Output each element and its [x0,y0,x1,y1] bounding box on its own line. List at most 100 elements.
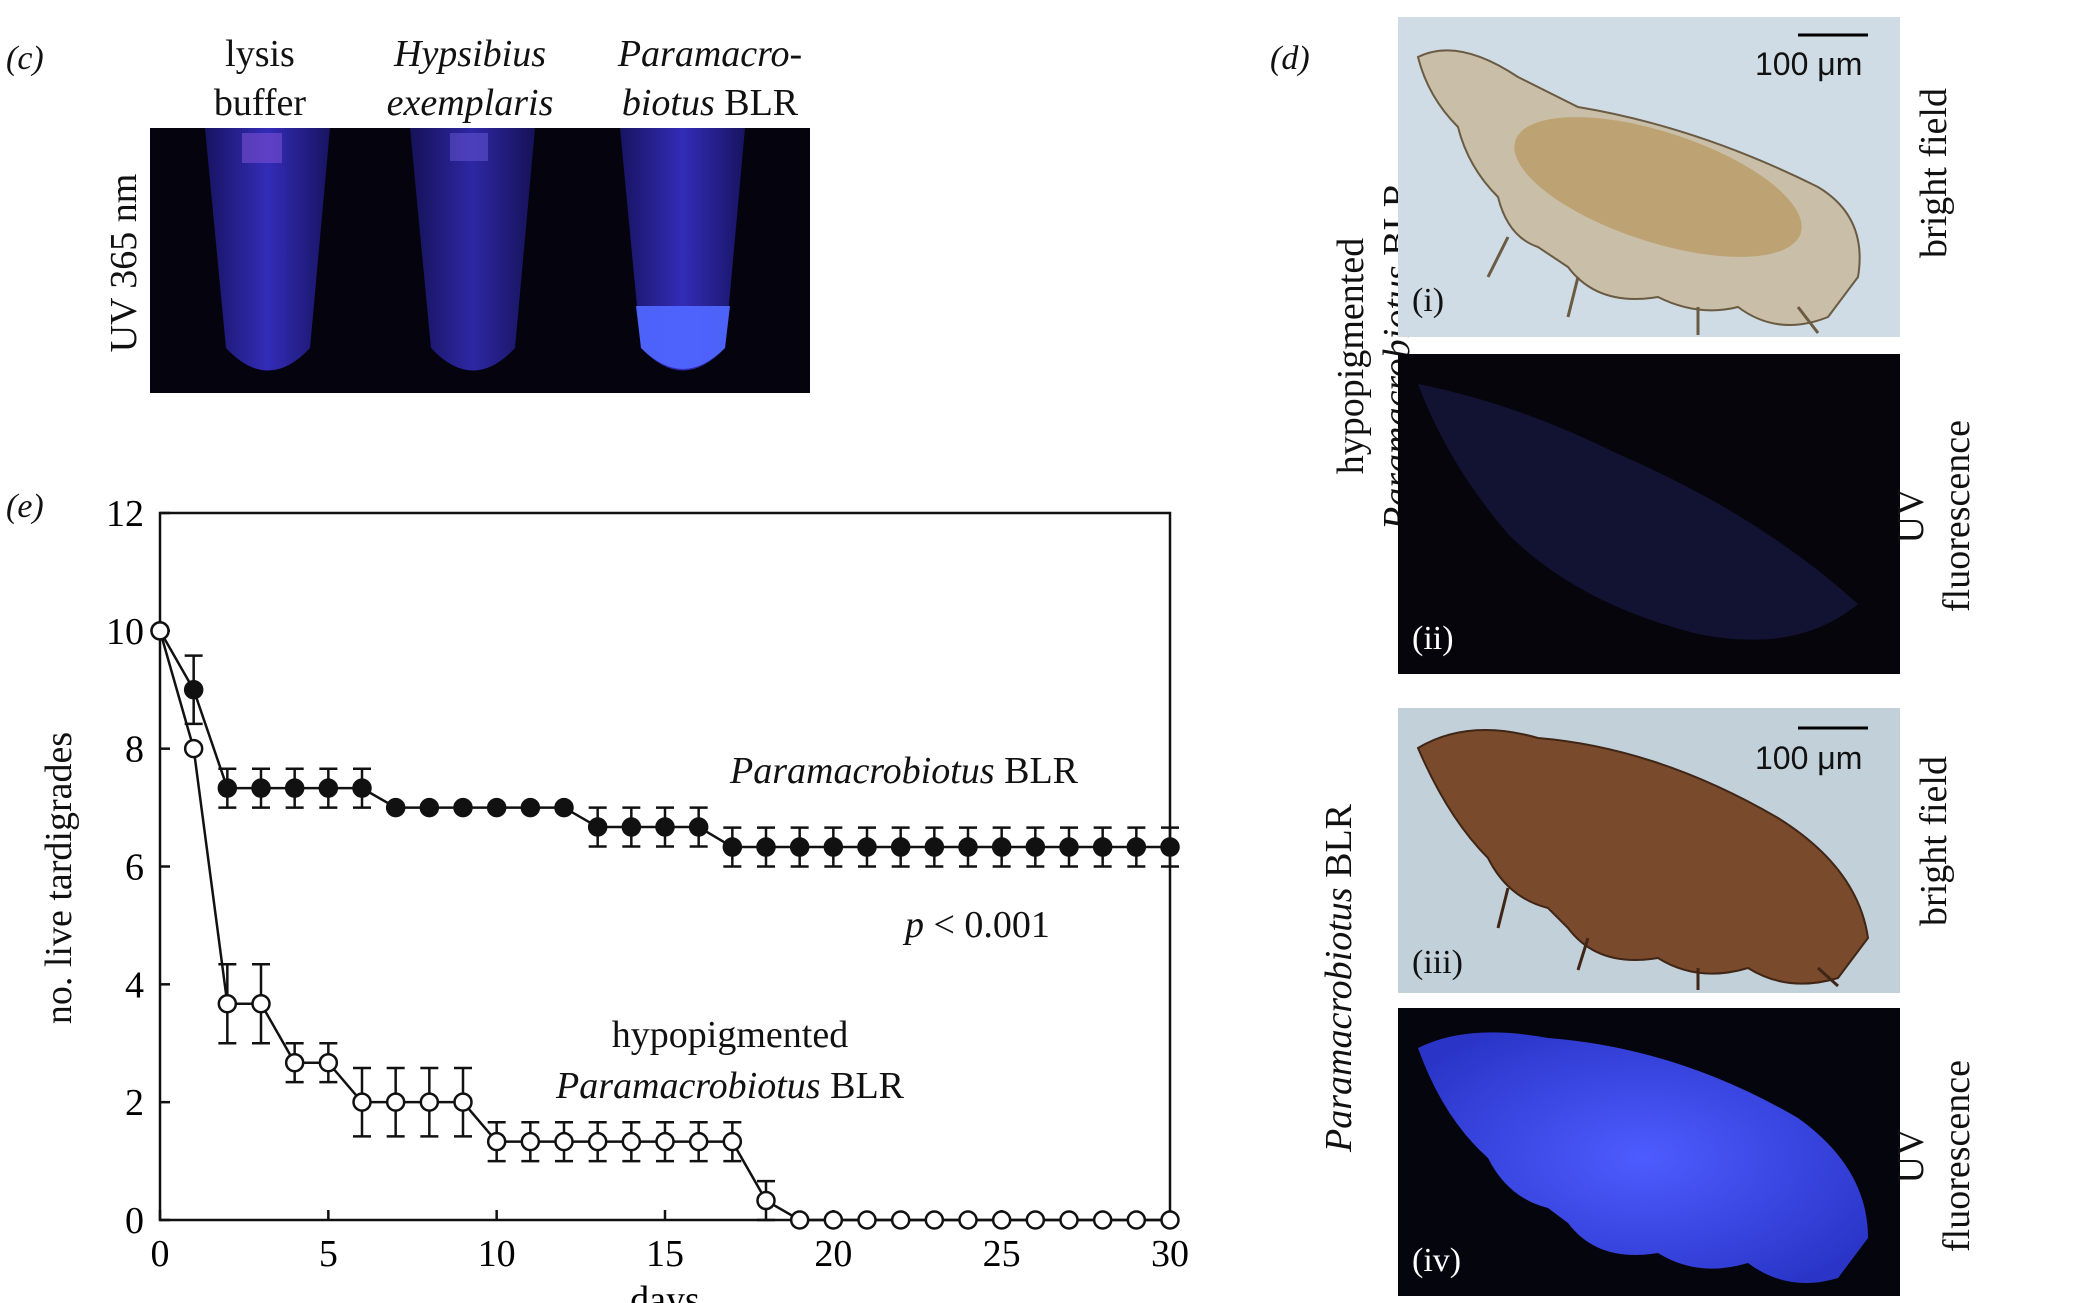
p-value-italic: p [905,904,924,946]
tube-label-line1: Paramacro- [617,33,803,75]
data-point-filled [823,837,844,857]
data-point-filled [890,837,911,857]
data-point-open [1059,1210,1079,1230]
data-point-filled [385,797,406,818]
data-point-filled [991,837,1012,857]
y-tick-label: 0 [125,1200,144,1242]
tube-label-line1: lysis [225,33,295,75]
image-tag-i: (i) [1412,282,1445,319]
side-label-bright-field-iii: bright field [1913,756,1955,926]
data-point-open [183,738,204,759]
panel-e-letter: (e) [6,488,44,525]
data-point-filled [857,837,877,857]
data-point-open [385,1092,406,1112]
data-point-open [352,1092,372,1112]
tube-label-hypsibius: Hypsibius exemplaris [350,30,590,129]
series-label-italic: Paramacrobiotus [730,750,995,792]
data-point-open [419,1092,440,1112]
image-hypo-bright-field [1398,17,1900,337]
data-point-open [520,1131,541,1152]
data-point-filled [520,797,541,818]
data-point-filled [486,797,507,818]
data-point-open [924,1210,945,1230]
side-label-uv-ii: UV fluorescence [1889,396,1981,636]
y-tick-label: 8 [125,729,144,771]
data-point-filled [217,778,238,798]
scale-bar-label-i: 100 μm [1755,46,1863,82]
data-point-filled [789,837,810,857]
tube-label-paramacrobiotus: Paramacro- biotus BLR [590,30,830,129]
image-pigmented-uv [1398,1008,1900,1296]
image-tag-ii: (ii) [1412,620,1454,657]
image-pigmented-bright-field [1398,708,1900,993]
data-point-open [1025,1210,1046,1230]
data-point-filled [554,797,574,818]
series-label-line1: hypopigmented [611,1014,849,1056]
data-point-open [587,1131,608,1152]
data-point-open [453,1092,473,1112]
series-label-plain: BLR [820,1065,904,1108]
data-point-open [318,1052,339,1073]
x-tick-label: 0 [151,1233,170,1275]
data-point-open [1092,1210,1113,1230]
x-tick-label: 10 [478,1233,516,1275]
data-point-filled [183,680,204,700]
y-tick-label: 12 [106,500,144,535]
group-label-paramacrobiotus: Paramacrobiotus BLR [1317,768,1363,1188]
data-point-open [486,1131,507,1152]
data-point-filled [958,837,978,857]
tube-label-line2: buffer [213,82,307,125]
series-label-paramacrobiotus: Paramacrobiotus BLR [730,752,1078,790]
data-point-filled [318,778,339,798]
data-point-filled [688,817,709,837]
data-point-filled [352,778,372,798]
panel-c-letter: (c) [6,40,44,77]
panel-c-ylabel: UV 365 nm [103,173,145,353]
group-label-plain: BLR [1318,804,1360,888]
x-tick-label: 5 [319,1233,338,1275]
series-label-hypopigmented: hypopigmented Paramacrobiotus BLR [510,1010,950,1113]
data-point-filled [1092,837,1113,857]
tube-label-line1: Hypsibius [394,33,546,75]
data-point-filled [1025,837,1046,857]
side-label-bright-field-i: bright field [1913,88,1955,258]
data-point-filled [1059,837,1079,857]
image-hypo-uv [1398,354,1900,674]
series-label-italic: Paramacrobiotus [556,1065,821,1108]
chart-ylabel: no. live tardigrades [38,731,80,1025]
data-point-open [789,1210,810,1230]
chart-xlabel: days [630,1279,700,1303]
group-label-line1: hypopigmented [1330,237,1372,475]
x-tick-label: 15 [646,1233,684,1275]
data-point-open [857,1210,877,1230]
data-point-open [688,1131,709,1152]
data-point-filled [284,778,305,798]
side-label-uv-iv: UV fluorescence [1889,1036,1981,1276]
tube-3 [620,128,745,371]
data-point-filled [621,817,642,837]
data-point-filled [722,837,743,857]
data-point-open [823,1210,844,1230]
data-point-open [554,1131,574,1152]
tube-label-lysis-buffer: lysis buffer [180,30,340,129]
series-label-plain: BLR [994,750,1078,792]
side-label-line1: UV [1890,1128,1932,1184]
tube-label-line2: biotus BLR [590,79,830,128]
x-tick-label: 20 [814,1233,852,1275]
data-point-open [150,621,170,641]
plot-frame [158,511,1172,1222]
group-label-italic: Paramacrobiotus [1318,887,1360,1152]
y-tick-label: 4 [125,964,144,1006]
data-point-filled [1160,837,1180,857]
data-point-filled [924,837,945,857]
side-label-line1: UV [1890,488,1932,544]
data-point-filled [655,817,675,837]
data-point-filled [453,797,473,818]
scale-bar-label-iii: 100 μm [1755,740,1863,776]
series-label-line2: Paramacrobiotus BLR [510,1061,950,1112]
data-point-filled [251,778,271,798]
data-point-open [621,1131,642,1152]
data-point-filled [587,817,608,837]
data-point-open [284,1052,305,1073]
tube-2 [410,128,535,371]
